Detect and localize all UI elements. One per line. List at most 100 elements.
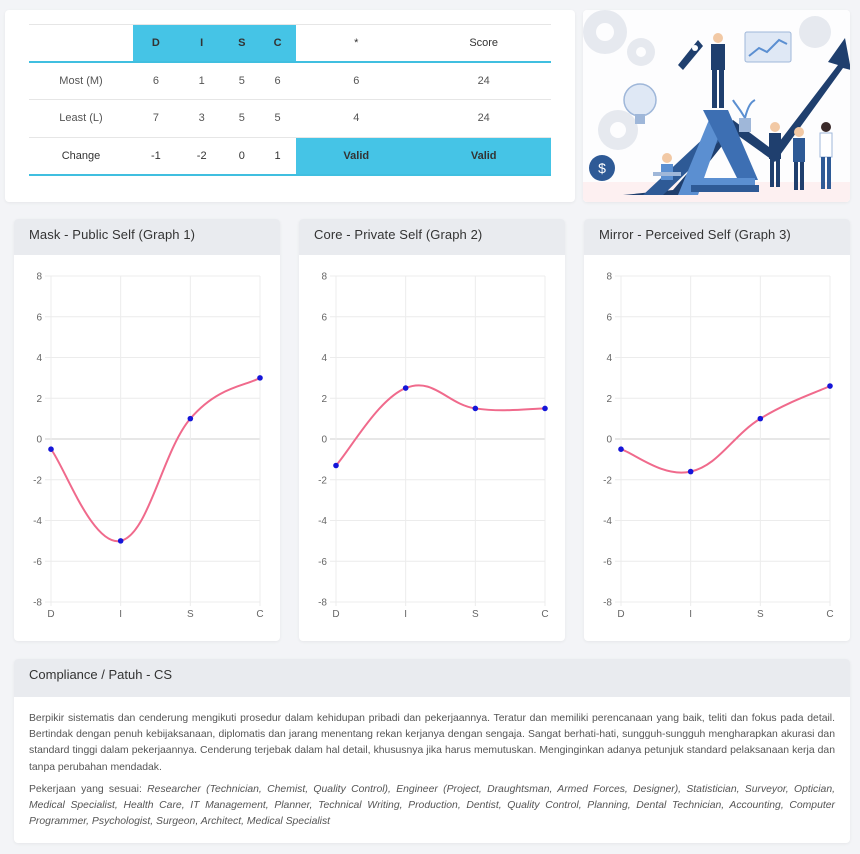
- table-cell: 24: [416, 99, 551, 138]
- x-tick-label: I: [404, 609, 407, 620]
- data-point-d: [48, 446, 54, 452]
- y-tick-label: 6: [321, 312, 327, 323]
- business-growth-illustration: $: [583, 10, 850, 202]
- y-tick-label: -4: [603, 516, 612, 527]
- header-cell-empty: [29, 24, 133, 63]
- table-cell: -2: [178, 137, 225, 176]
- jobs-list: Researcher (Technician, Chemist, Quality…: [29, 783, 835, 828]
- y-tick-label: 0: [606, 435, 612, 446]
- x-tick-label: C: [826, 609, 833, 620]
- table-row-least: Least (L) 7 3 5 5 4 24: [29, 99, 551, 138]
- disc-score-table: D I S C * Score Most (M) 6 1 5 6 6 24 Le…: [29, 24, 551, 176]
- y-tick-label: -2: [33, 475, 42, 486]
- data-point-d: [618, 446, 624, 452]
- x-tick-label: I: [119, 609, 122, 620]
- x-tick-label: S: [757, 609, 764, 620]
- table-cell: 6: [258, 62, 297, 100]
- table-cell: -1: [133, 137, 179, 176]
- table-cell: 6: [133, 62, 179, 100]
- mask-line-chart: 8 6 4 2 0 -2 -4 -6 -8 D I S C: [33, 272, 264, 621]
- x-tick-label: D: [332, 609, 339, 620]
- series-line: [335, 384, 546, 467]
- y-tick-label: 2: [606, 394, 612, 405]
- table-cell: 6: [296, 62, 417, 100]
- y-tick-label: 4: [606, 353, 612, 364]
- row-label: Most (M): [29, 62, 133, 100]
- data-point-d: [333, 462, 339, 469]
- x-tick-label: D: [47, 609, 54, 620]
- y-tick-label: -8: [318, 598, 327, 609]
- table-cell: 3: [178, 99, 225, 138]
- y-tick-label: 2: [36, 394, 42, 405]
- data-point-s: [472, 405, 479, 412]
- x-tick-label: C: [541, 609, 548, 620]
- table-cell: 5: [224, 99, 259, 138]
- y-tick-label: -2: [318, 475, 327, 486]
- x-tick-label: D: [617, 609, 624, 620]
- graph-title: Mask - Public Self (Graph 1): [14, 219, 280, 255]
- series-line: [620, 385, 831, 474]
- table-cell: 5: [258, 99, 297, 138]
- table-cell: 24: [416, 62, 551, 100]
- compliance-title: Compliance / Patuh - CS: [14, 659, 850, 697]
- table-cell: 1: [178, 62, 225, 100]
- x-tick-label: S: [472, 609, 479, 620]
- data-point-i: [687, 468, 694, 475]
- table-cell: 0: [224, 137, 259, 176]
- header-cell-star: *: [296, 24, 417, 63]
- compliance-card: Compliance / Patuh - CS Berpikir sistema…: [14, 659, 850, 843]
- x-tick-label: C: [256, 609, 263, 620]
- y-tick-label: 0: [321, 435, 327, 446]
- valid-badge: Valid: [296, 137, 417, 176]
- data-point-i: [117, 538, 124, 544]
- row-label: Least (L): [29, 99, 133, 138]
- disc-score-card: D I S C * Score Most (M) 6 1 5 6 6 24 Le…: [5, 10, 575, 202]
- compliance-body: Berpikir sistematis dan cenderung mengik…: [14, 697, 850, 830]
- header-cell-i: I: [178, 24, 225, 63]
- y-tick-label: 0: [36, 435, 42, 446]
- table-cell: 1: [258, 137, 297, 176]
- svg-text:$: $: [598, 160, 606, 176]
- y-tick-label: -6: [33, 557, 42, 568]
- valid-badge: Valid: [416, 137, 551, 176]
- graph-card-core: Core - Private Self (Graph 2) 8 6 4 2 0 -2 -4 -…: [299, 219, 565, 641]
- table-row-change: Change -1 -2 0 1 Valid Valid: [29, 137, 551, 176]
- data-point-c: [542, 405, 548, 412]
- growth-illustration-image: $: [583, 10, 850, 202]
- x-tick-label: S: [187, 609, 194, 620]
- graph-title: Mirror - Perceived Self (Graph 3): [584, 219, 850, 255]
- data-point-i: [402, 385, 409, 391]
- header-cell-score: Score: [416, 24, 551, 63]
- y-tick-label: -6: [318, 557, 327, 568]
- y-tick-label: 4: [36, 353, 42, 364]
- series-line: [50, 377, 261, 542]
- jobs-label: Pekerjaan yang sesuai:: [29, 783, 142, 795]
- y-tick-label: 8: [36, 272, 42, 283]
- core-line-chart: 8 6 4 2 0 -2 -4 -6 -8 D I S C: [318, 272, 549, 621]
- y-tick-label: -8: [603, 598, 612, 609]
- data-point-s: [757, 415, 764, 422]
- y-tick-label: -4: [33, 516, 42, 527]
- table-header-row: D I S C * Score: [29, 24, 551, 63]
- y-tick-label: -6: [603, 557, 612, 568]
- y-tick-label: 8: [606, 272, 612, 283]
- y-tick-label: 6: [36, 312, 42, 323]
- header-cell-d: D: [133, 24, 179, 63]
- header-cell-c: C: [258, 24, 297, 63]
- graph-card-mask: Mask - Public Self (Graph 1) 8 6 4 2 0 -2 -4 -6…: [14, 219, 280, 641]
- table-cell: 4: [296, 99, 417, 138]
- y-tick-label: -2: [603, 475, 612, 486]
- data-point-s: [187, 415, 194, 422]
- y-tick-label: -4: [318, 516, 327, 527]
- header-cell-s: S: [224, 24, 259, 63]
- x-tick-label: I: [689, 609, 692, 620]
- row-label: Change: [29, 137, 133, 176]
- y-tick-label: 4: [321, 353, 327, 364]
- compliance-description: Berpikir sistematis dan cenderung mengik…: [29, 713, 835, 773]
- table-row-most: Most (M) 6 1 5 6 6 24: [29, 62, 551, 100]
- graph-card-mirror: Mirror - Perceived Self (Graph 3) 8 6 4 2 0 -…: [584, 219, 850, 641]
- y-tick-label: -8: [33, 598, 42, 609]
- suitable-jobs: Pekerjaan yang sesuai: Researcher (Techn…: [29, 782, 835, 831]
- y-tick-label: 6: [606, 312, 612, 323]
- y-tick-label: 8: [321, 272, 327, 283]
